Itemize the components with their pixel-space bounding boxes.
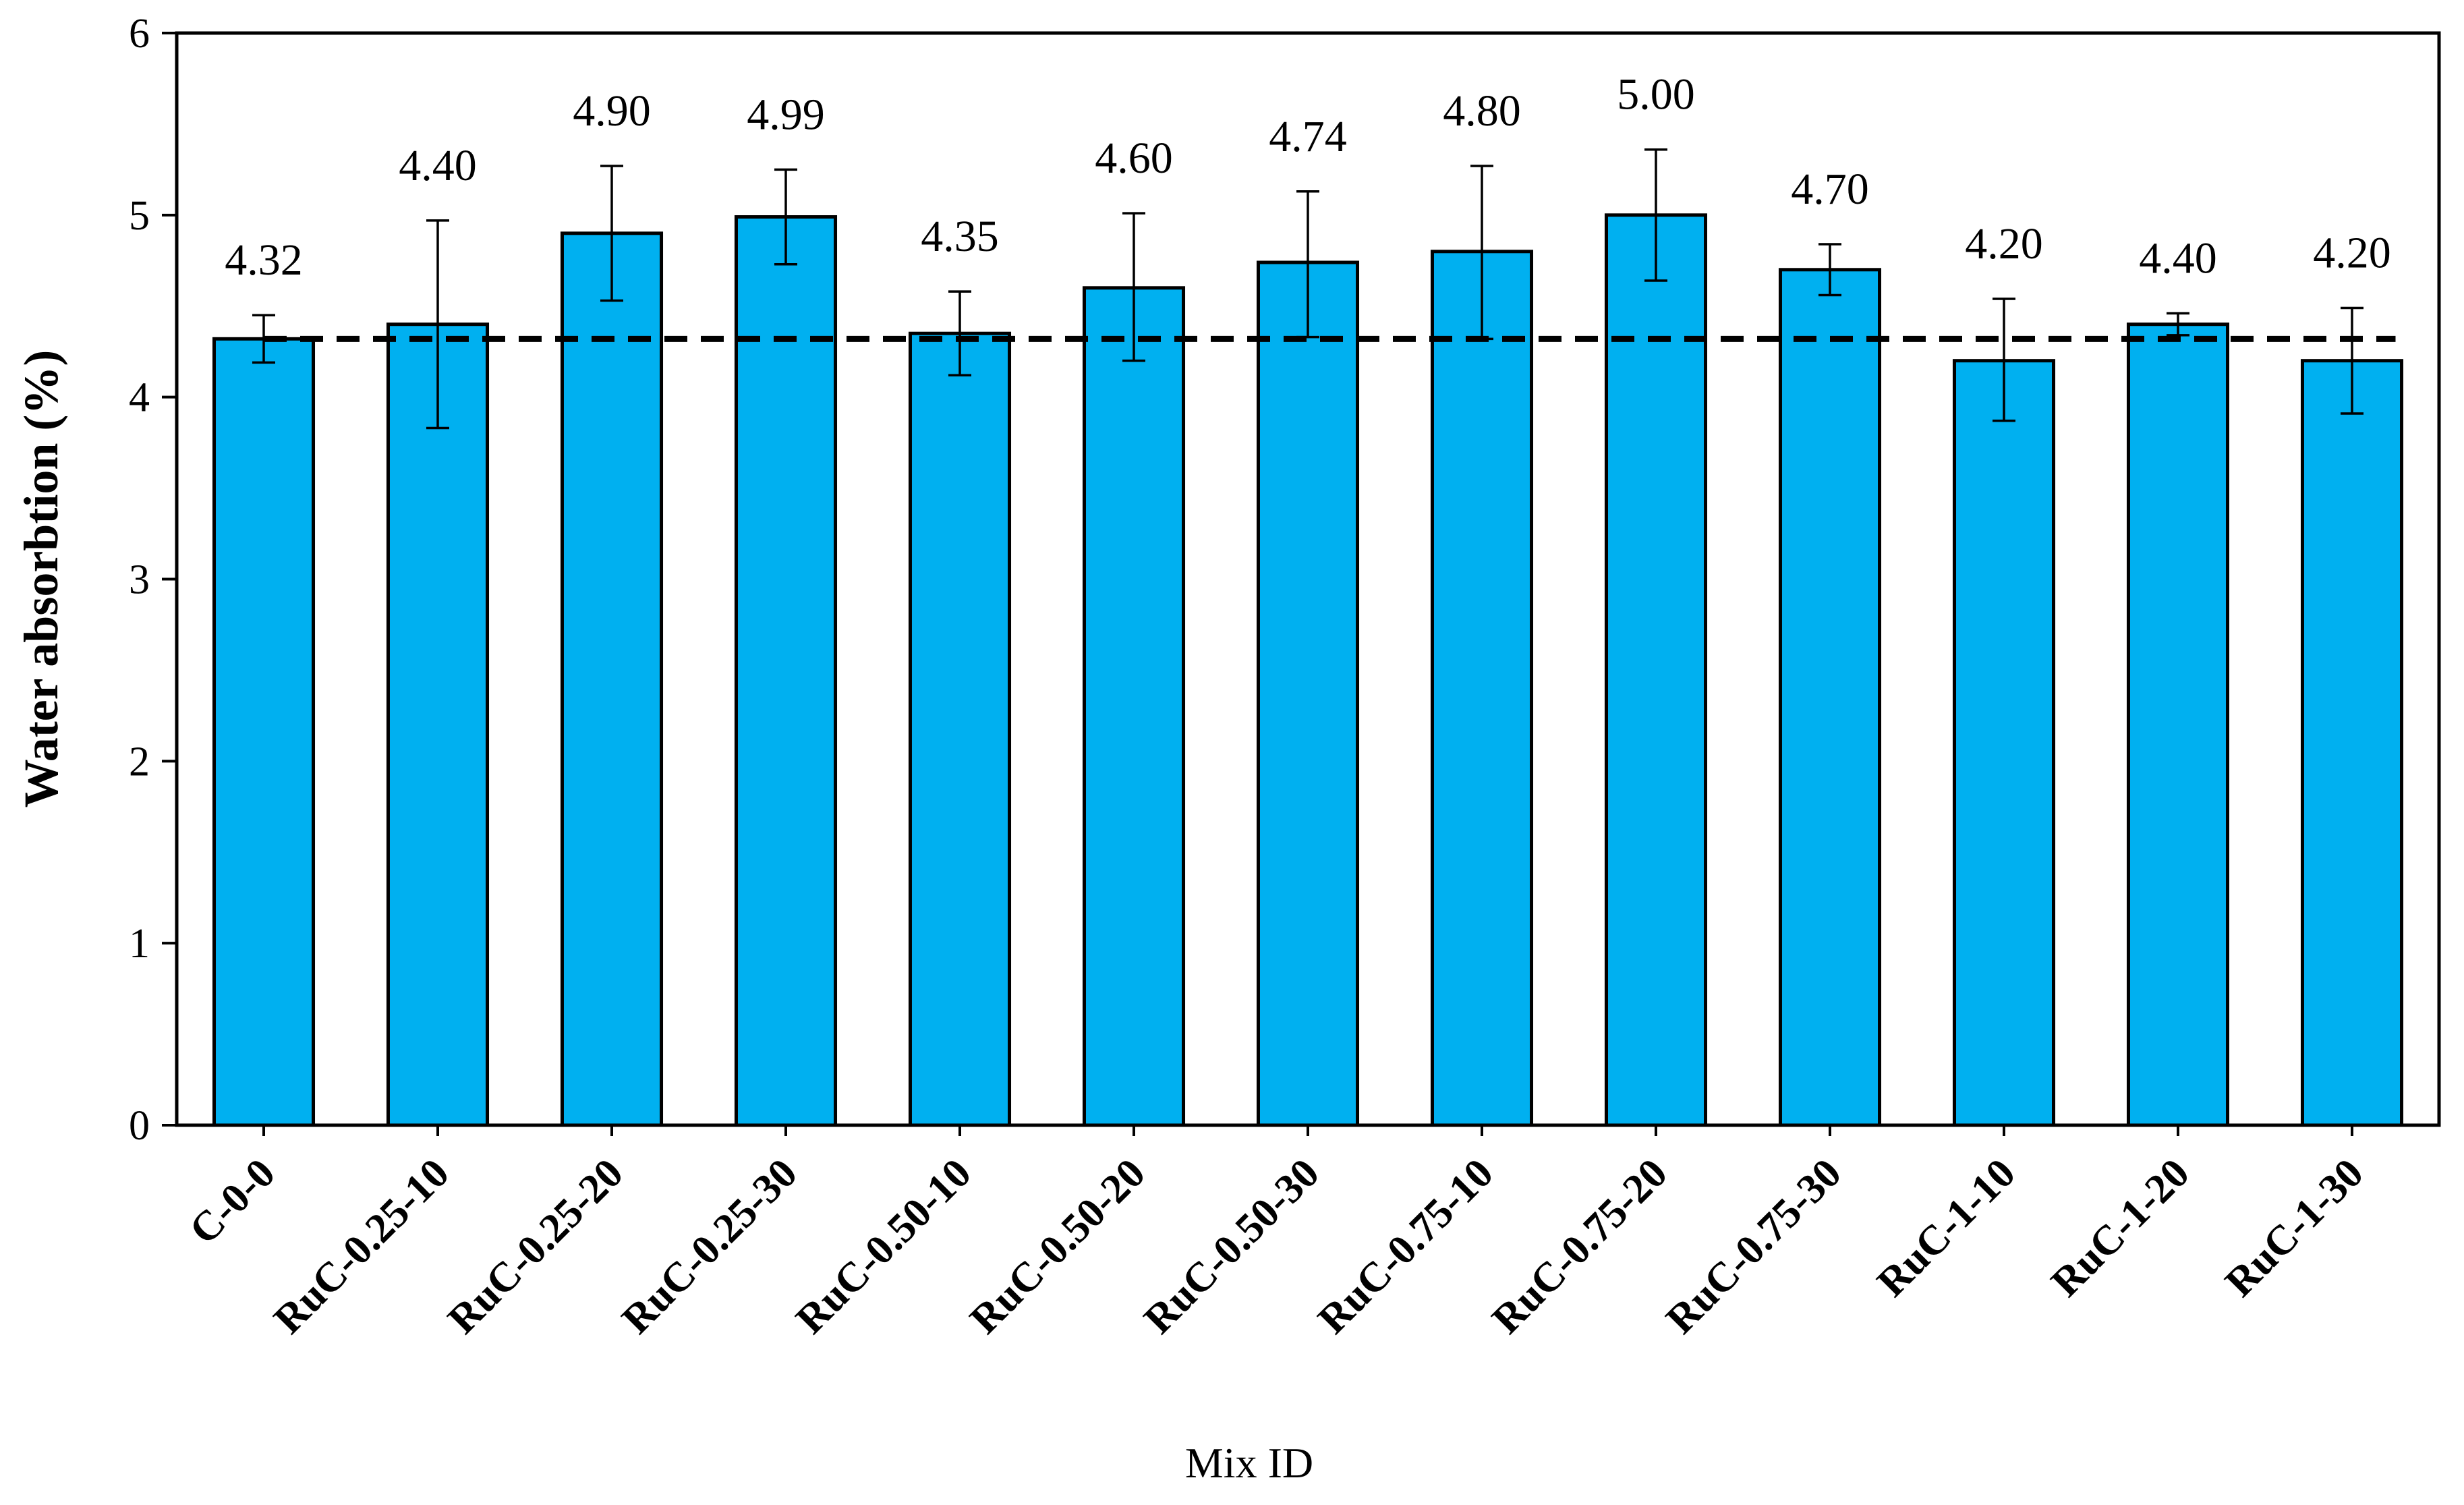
bars-layer xyxy=(212,213,2404,1127)
category-label: C-0-0 xyxy=(181,1150,284,1253)
y-tick-label: 0 xyxy=(129,1103,150,1149)
bar xyxy=(734,215,838,1127)
x-axis-title: Mix ID xyxy=(1185,1439,1313,1487)
data-label: 4.40 xyxy=(2139,234,2217,283)
y-axis-title: Water absorbtion (%) xyxy=(14,350,68,808)
data-label: 4.20 xyxy=(2313,228,2391,277)
bar xyxy=(1082,286,1186,1127)
data-label: 4.20 xyxy=(1965,219,2043,268)
y-tick-label: 1 xyxy=(129,921,150,967)
data-label: 4.60 xyxy=(1095,134,1173,183)
data-label: 4.80 xyxy=(1443,86,1521,136)
bar xyxy=(908,331,1012,1127)
category-label: RuC-1-10 xyxy=(1868,1150,2024,1306)
y-tick-label: 4 xyxy=(129,375,150,421)
category-label: RuC-1-20 xyxy=(2042,1150,2198,1306)
category-label: RuC-0.75-20 xyxy=(1483,1150,1676,1343)
bar xyxy=(2126,322,2230,1127)
data-labels-layer: 4.32 4.40 4.90 4.99 4.35 4.60 4.74 4.80 5.00 4.70… xyxy=(225,70,2391,285)
bar xyxy=(560,231,664,1127)
y-tick-label: 3 xyxy=(129,557,150,603)
category-label: RuC-0.50-20 xyxy=(961,1150,1154,1343)
data-label: 4.74 xyxy=(1269,112,1347,161)
bar xyxy=(1604,213,1708,1127)
bar xyxy=(212,337,316,1127)
x-axis: C-0-0RuC-0.25-10RuC-0.25-20RuC-0.25-30Ru… xyxy=(181,1125,2372,1342)
category-label: RuC-0.75-30 xyxy=(1657,1150,1850,1343)
bar xyxy=(1778,268,1882,1127)
bar xyxy=(1952,359,2056,1127)
category-label: RuC-0.25-30 xyxy=(613,1150,806,1343)
data-label: 4.40 xyxy=(399,141,477,190)
bar xyxy=(2300,359,2404,1127)
error-bars-layer xyxy=(252,148,2363,430)
data-label: 4.99 xyxy=(747,90,825,139)
bar xyxy=(1256,260,1360,1127)
y-tick-label: 6 xyxy=(129,11,150,57)
y-tick-label: 2 xyxy=(129,739,150,785)
y-axis: 0 1 2 3 4 5 6 xyxy=(129,11,177,1149)
bar xyxy=(1430,250,1534,1127)
category-label: RuC-0.75-10 xyxy=(1309,1150,1502,1343)
category-label: RuC-0.25-10 xyxy=(265,1150,458,1343)
category-label: RuC-0.50-10 xyxy=(787,1150,980,1343)
bar xyxy=(386,322,490,1127)
category-label: RuC-0.25-20 xyxy=(439,1150,632,1343)
data-label: 4.32 xyxy=(225,235,303,285)
data-label: 4.90 xyxy=(573,86,651,136)
y-tick-label: 5 xyxy=(129,193,150,239)
data-label: 5.00 xyxy=(1617,70,1695,119)
category-label: RuC-1-30 xyxy=(2216,1150,2372,1306)
data-label: 4.70 xyxy=(1791,165,1869,214)
data-label: 4.35 xyxy=(921,212,999,261)
category-label: RuC-0.50-30 xyxy=(1135,1150,1328,1343)
